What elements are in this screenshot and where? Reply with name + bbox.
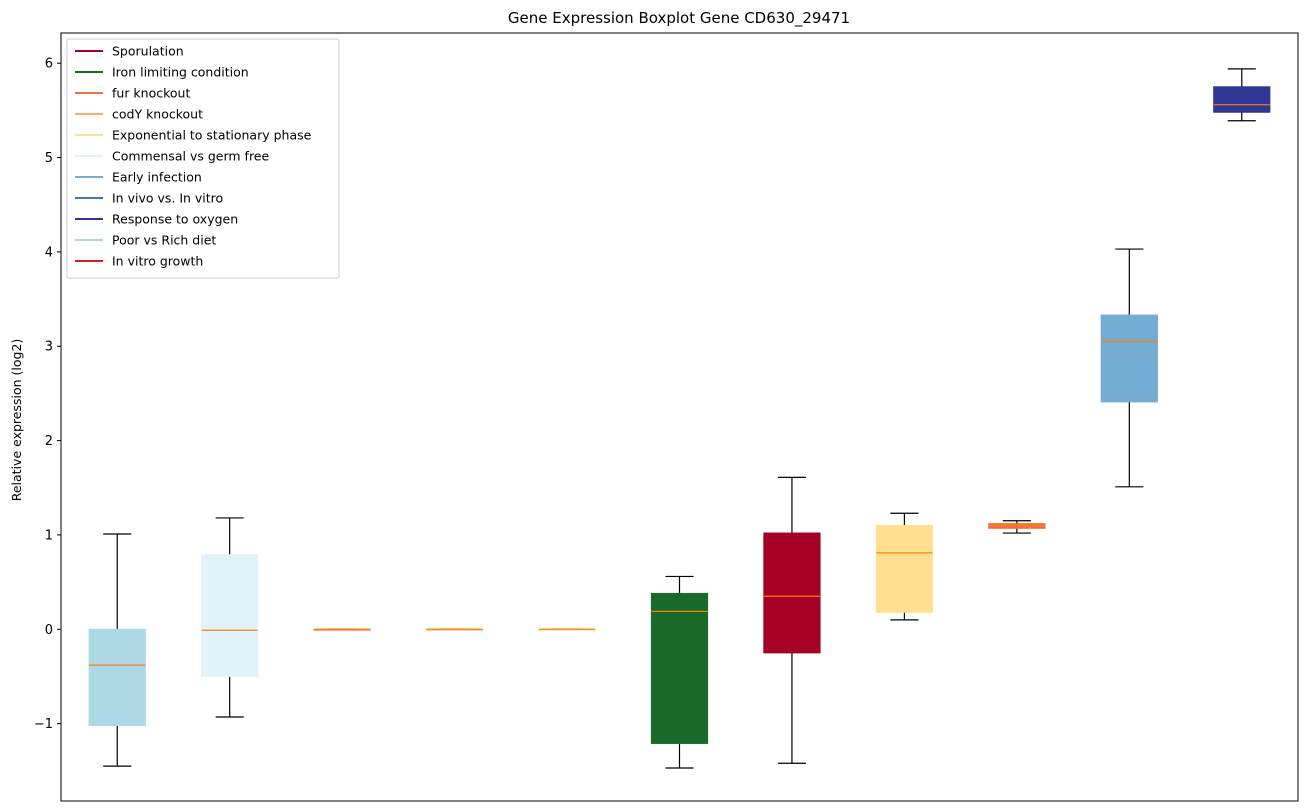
legend-label: Poor vs Rich diet [112, 233, 216, 248]
legend-entry-1: Sporulation [75, 44, 184, 59]
legend-label: Response to oxygen [112, 212, 238, 227]
legend-label: In vivo vs. In vitro [112, 191, 223, 206]
y-axis-label: Relative expression (log2) [9, 339, 24, 502]
box [201, 554, 259, 677]
box [1100, 314, 1158, 403]
legend-label: Iron limiting condition [112, 65, 249, 80]
legend-label: Commensal vs germ free [112, 149, 269, 164]
box-group-5 [538, 628, 596, 631]
box [650, 592, 709, 744]
y-tick-label: 4 [45, 245, 53, 260]
box-group-7 [763, 476, 821, 764]
y-tick-label: 0 [45, 623, 53, 638]
box-group-2 [201, 517, 259, 718]
legend-label: codY knockout [112, 107, 203, 122]
box-group-10 [1100, 248, 1158, 488]
chart-title: Gene Expression Boxplot Gene CD630_29471 [508, 9, 850, 28]
box [875, 525, 934, 613]
legend-entry-11: In vitro growth [75, 254, 203, 269]
y-axis: −1 0 1 2 3 4 5 6 [34, 57, 61, 732]
box [763, 532, 821, 654]
legend-entry-9: Response to oxygen [75, 212, 238, 227]
box-group-3 [313, 628, 371, 631]
box [88, 628, 146, 727]
y-tick-label: 5 [45, 151, 53, 166]
y-tick-label: 6 [45, 57, 53, 72]
legend-label: In vitro growth [112, 254, 203, 269]
plot-area: −1 0 1 2 3 4 5 6 [34, 32, 1299, 802]
axes-frame [60, 32, 1299, 802]
y-tick-label: −1 [34, 717, 53, 732]
legend-entry-6: Commensal vs germ free [75, 149, 269, 164]
box-group-8 [875, 512, 934, 621]
legend-frame [66, 38, 340, 279]
box-group-1 [88, 533, 146, 767]
y-tick-label: 2 [45, 434, 53, 449]
legend: Sporulation Iron limiting condition fur kn… [66, 38, 340, 279]
box-group-11 [1213, 68, 1271, 122]
legend-entry-10: Poor vs Rich diet [75, 233, 216, 248]
box [1213, 86, 1271, 113]
legend-label: Sporulation [112, 44, 184, 59]
legend-label: fur knockout [112, 86, 190, 101]
legend-label: Exponential to stationary phase [112, 128, 312, 143]
legend-entry-3: fur knockout [75, 86, 190, 101]
box-group-4 [425, 628, 484, 631]
legend-entry-5: Exponential to stationary phase [75, 128, 312, 143]
legend-entry-2: Iron limiting condition [75, 65, 249, 80]
box-group-9 [988, 520, 1046, 534]
y-tick-label: 3 [45, 340, 53, 355]
legend-entry-4: codY knockout [75, 107, 203, 122]
legend-entry-8: In vivo vs. In vitro [75, 191, 223, 206]
legend-label: Early infection [112, 170, 202, 185]
box-group-6 [650, 575, 709, 769]
y-tick-label: 1 [45, 528, 53, 543]
legend-entry-7: Early infection [75, 170, 202, 185]
